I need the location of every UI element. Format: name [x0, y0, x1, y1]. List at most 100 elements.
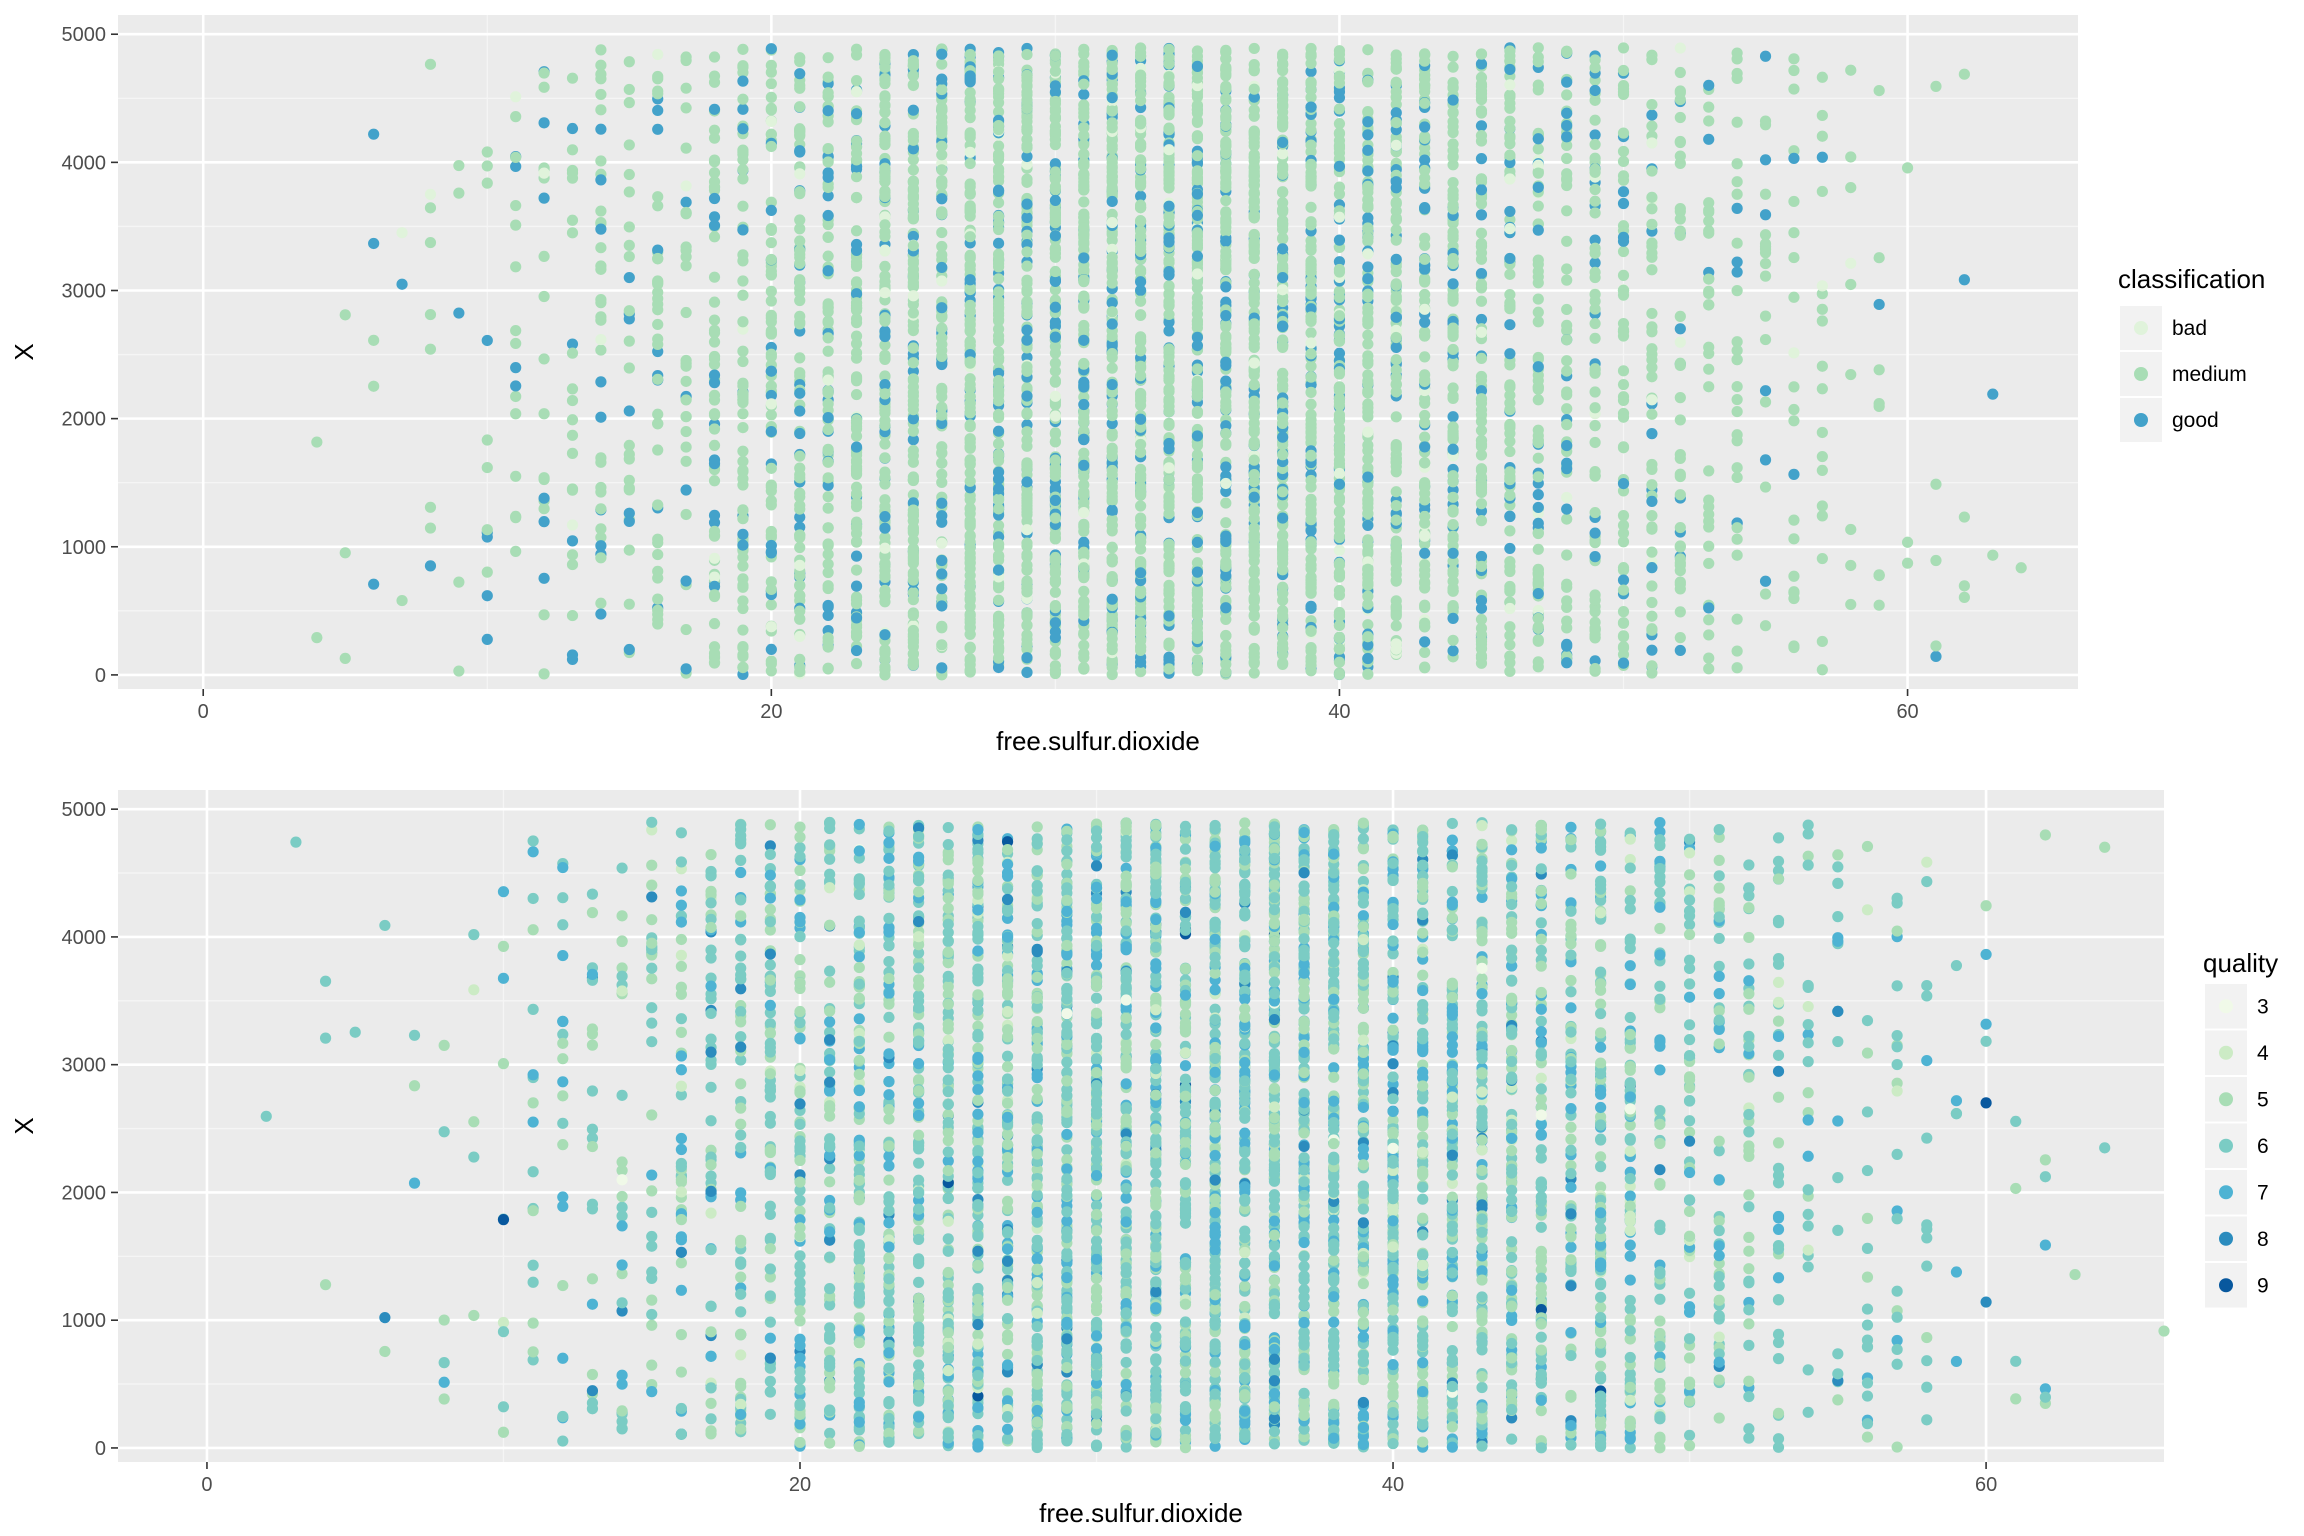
data-point [1333, 147, 1346, 159]
data-point [1731, 176, 1743, 188]
data-point [1305, 371, 1317, 383]
y-tick-label: 2000 [62, 1182, 107, 1204]
data-point [765, 265, 777, 277]
data-point [1788, 570, 1800, 582]
data-point [1049, 555, 1061, 567]
data-point [936, 123, 948, 135]
data-point [652, 418, 664, 430]
data-point [1191, 654, 1204, 666]
data-point [1277, 271, 1289, 284]
data-point [1135, 605, 1147, 617]
data-point [1021, 652, 1033, 664]
data-point [879, 466, 891, 478]
data-point [936, 322, 948, 334]
data-point [708, 647, 721, 659]
data-point [1759, 396, 1772, 408]
data-point [850, 414, 863, 426]
data-point [1674, 521, 1686, 534]
data-point [1759, 310, 1772, 322]
data-point [1561, 263, 1573, 275]
data-point [680, 206, 692, 219]
data-point [879, 117, 891, 129]
data-point [737, 464, 749, 476]
data-point [1191, 150, 1204, 162]
data-point [1305, 602, 1317, 614]
data-point [1305, 201, 1317, 213]
data-point [1646, 562, 1658, 574]
data-point [1561, 46, 1573, 59]
data-point [1589, 234, 1601, 246]
data-point [595, 311, 607, 323]
data-point [1220, 535, 1232, 548]
data-point [936, 457, 948, 469]
data-point [1873, 599, 1885, 611]
data-point [1731, 354, 1743, 366]
data-point [1419, 494, 1431, 506]
data-point [1475, 393, 1488, 405]
data-point [1561, 131, 1573, 143]
data-point [907, 78, 919, 91]
data-point [1617, 631, 1630, 643]
data-point [1362, 44, 1374, 56]
data-point [1078, 379, 1090, 391]
data-point [1333, 211, 1346, 223]
data-point [623, 221, 635, 233]
data-point [1277, 233, 1289, 245]
data-point [1532, 271, 1544, 283]
data-point [1390, 117, 1402, 129]
data-point [1504, 223, 1516, 235]
data-point [879, 407, 891, 419]
data-point [765, 479, 777, 491]
data-point [822, 491, 834, 503]
data-point [1532, 471, 1544, 483]
data-point [453, 187, 465, 199]
data-point [850, 352, 863, 364]
data-point [1078, 585, 1090, 597]
data-point [1504, 252, 1516, 265]
data-point [481, 146, 493, 158]
data-point [566, 549, 579, 561]
data-point [1561, 274, 1573, 286]
data-point [1333, 181, 1346, 193]
data-point [1419, 530, 1431, 542]
data-point [1277, 512, 1289, 524]
data-point [1788, 64, 1800, 77]
data-point [680, 411, 692, 423]
data-point [510, 337, 522, 350]
data-point [737, 289, 749, 301]
data-point [1504, 122, 1516, 134]
data-point [652, 278, 664, 290]
data-point [652, 593, 664, 605]
data-point [1532, 56, 1544, 68]
data-point [1049, 617, 1061, 629]
data-point [765, 237, 777, 249]
data-point [1930, 650, 1942, 663]
data-point [964, 146, 976, 158]
data-point [1078, 629, 1090, 641]
data-point [1504, 580, 1516, 593]
data-point [1248, 196, 1260, 208]
data-point [1646, 623, 1658, 635]
data-point [992, 73, 1005, 85]
data-point [1191, 506, 1204, 519]
data-point [1191, 363, 1204, 375]
data-point [1561, 503, 1573, 515]
data-point [1617, 574, 1630, 586]
data-point [1447, 292, 1459, 305]
data-point [1078, 176, 1090, 188]
data-point [1617, 365, 1630, 377]
data-point [737, 422, 749, 434]
data-point [1021, 476, 1033, 488]
data-point [1191, 188, 1204, 200]
data-point [1021, 48, 1033, 61]
data-point [1674, 336, 1686, 348]
data-point [595, 242, 607, 254]
data-point [794, 277, 806, 289]
data-point [481, 461, 493, 474]
data-point [1277, 609, 1289, 622]
data-point [1390, 364, 1402, 376]
data-point [424, 58, 437, 70]
data-point [1049, 194, 1061, 207]
data-point [453, 307, 465, 319]
data-point [1845, 64, 1857, 76]
